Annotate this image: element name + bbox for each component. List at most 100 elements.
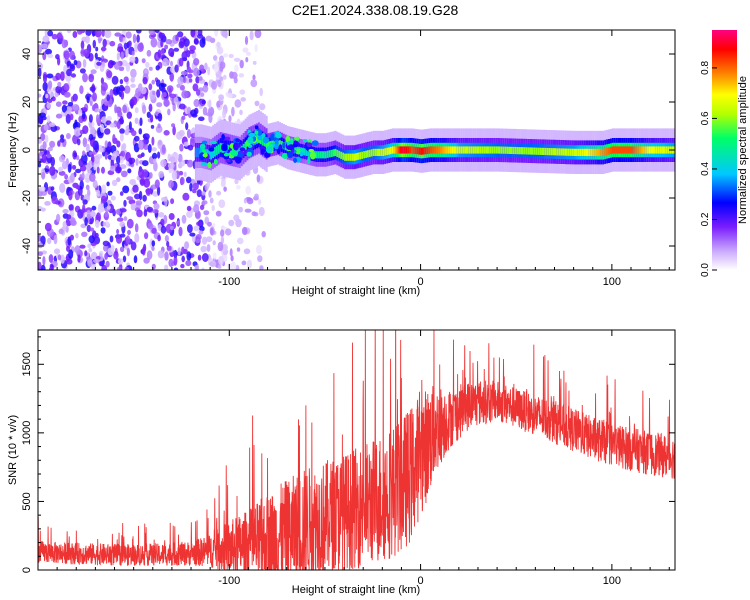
- spectrogram-noise-cell: [122, 185, 130, 194]
- snr-series-line: [38, 330, 675, 570]
- spectrogram-noise-cell: [107, 154, 113, 160]
- spectrogram-noise-cell: [113, 250, 119, 260]
- spectrogram-ridge-cell: [606, 147, 609, 155]
- spectrogram-noise-cell: [107, 141, 112, 151]
- spectrogram-blob: [287, 151, 294, 159]
- spectrogram-noise-cell: [177, 76, 185, 86]
- spectrogram-ridge-cell: [418, 147, 421, 155]
- spectrogram-noise-cell: [47, 53, 54, 59]
- spectrogram-noise-cell: [130, 241, 137, 251]
- spectrogram-noise-cell: [87, 169, 92, 174]
- spectrogram-noise-cell: [78, 108, 83, 117]
- spectrogram-ridge-cell: [533, 147, 536, 155]
- spectrogram-noise-cell: [193, 38, 199, 45]
- spectrogram-noise-cell: [190, 109, 197, 117]
- spectrogram-noise-cell: [185, 77, 191, 84]
- spectrogram-ridge-cell: [508, 146, 511, 154]
- spectrogram-noise-cell: [61, 104, 67, 113]
- spectrogram-noise-cell: [92, 180, 98, 189]
- spectrogram-ridge-cell: [625, 146, 628, 154]
- spectrogram-noise-cell: [240, 97, 246, 102]
- spectrogram-ridge-cell: [550, 148, 553, 156]
- spectrogram-noise-cell: [89, 211, 96, 218]
- spectrogram-noise-cell: [91, 205, 97, 211]
- spectrogram-ridge-cell: [355, 153, 358, 161]
- spectrogram-noise-cell: [196, 221, 203, 227]
- spectrogram-noise-cell: [48, 254, 54, 263]
- spectrogram-noise-cell: [111, 75, 119, 85]
- spectrogram-noise-cell: [188, 49, 195, 54]
- spectrogram-noise-cell: [79, 180, 84, 190]
- spectrogram-noise-cell: [100, 227, 106, 234]
- spectrogram-blob: [257, 129, 262, 136]
- spectrogram-noise-cell: [119, 246, 125, 253]
- spectrogram-noise-cell: [213, 55, 218, 61]
- spectrogram-noise-cell: [214, 30, 219, 37]
- spectrogram-noise-cell: [145, 61, 150, 68]
- spectrogram-noise-cell: [246, 259, 252, 269]
- spectrogram-noise-cell: [122, 104, 127, 114]
- spectrogram-blob: [281, 152, 289, 159]
- spectrogram-noise-cell: [178, 41, 185, 49]
- spectrogram-x-label: Height of straight line (km): [292, 285, 420, 297]
- spectrogram-noise-cell: [69, 113, 74, 121]
- spectrogram-ridge-cell: [657, 146, 660, 154]
- spectrogram-ridge-cell: [340, 151, 343, 159]
- spectrogram-noise-cell: [84, 217, 88, 226]
- spectrogram-ridge-cell: [590, 148, 593, 156]
- spectrogram-noise-cell: [87, 243, 92, 249]
- spectrogram-noise-cell: [65, 225, 69, 233]
- spectrogram-noise-cell: [245, 185, 251, 195]
- spectrogram-blob: [230, 150, 237, 156]
- spectrogram-noise-cell: [256, 174, 261, 183]
- spectrogram-noise-cell: [38, 44, 43, 54]
- spectrogram-ridge-cell: [439, 146, 442, 154]
- spectrogram-noise-cell: [230, 255, 234, 262]
- spectrogram-noise-cell: [234, 99, 242, 108]
- spectrogram-noise-cell: [126, 218, 134, 229]
- spectrogram-noise-cell: [93, 108, 101, 113]
- spectrogram-noise-cell: [239, 89, 246, 95]
- spectrogram-ridge-cell: [529, 147, 532, 155]
- spectrogram-noise-cell: [58, 166, 64, 172]
- spectrogram-ridge-cell: [499, 146, 502, 154]
- spectrogram-noise-cell: [181, 214, 187, 224]
- spectrogram-noise-cell: [61, 39, 67, 49]
- spectrogram-ridge-cell: [655, 146, 658, 154]
- spectrogram-ridge-cell: [644, 146, 647, 154]
- spectrogram-noise-cell: [190, 30, 196, 38]
- spectrogram-noise-cell: [95, 219, 100, 229]
- spectrogram-noise-cell: [120, 208, 127, 213]
- spectrogram-ridge-cell: [321, 151, 324, 159]
- spectrogram-ridge-cell: [399, 146, 402, 154]
- spectrogram-noise-cell: [158, 212, 165, 218]
- spectrogram-ridge-cell: [462, 146, 465, 154]
- spectrogram-noise-cell: [46, 102, 51, 109]
- spectrogram-noise-cell: [91, 30, 96, 37]
- spectrogram-blob: [202, 153, 208, 158]
- spectrogram-noise-cell: [60, 71, 65, 81]
- spectrogram-noise-cell: [145, 188, 151, 196]
- spectrogram-noise-cell: [122, 255, 127, 263]
- spectrogram-noise-cell: [104, 140, 109, 148]
- spectrogram-noise-cell: [259, 265, 264, 270]
- spectrogram-ridge-cell: [196, 147, 199, 158]
- spectrogram-noise-cell: [38, 61, 41, 66]
- spectrogram-ridge-cell: [194, 147, 197, 158]
- spectrogram-ridge-cell: [334, 148, 337, 156]
- spectrogram-noise-cell: [156, 102, 163, 108]
- snr-x-tick-label: 0: [418, 575, 424, 587]
- spectrogram-ridge-cell: [353, 153, 356, 161]
- spectrogram-noise-cell: [151, 246, 155, 252]
- spectrogram-noise-cell: [123, 76, 129, 83]
- spectrogram-noise-cell: [157, 49, 162, 59]
- spectrogram-blob: [276, 148, 281, 155]
- spectrogram-noise-cell: [80, 40, 85, 50]
- spectrogram-noise-cell: [165, 39, 173, 45]
- spectrogram-noise-cell: [199, 204, 205, 211]
- spectrogram-ridge-cell: [564, 148, 567, 156]
- spectrogram-noise-cell: [177, 153, 183, 163]
- spectrogram-ridge-cell: [611, 146, 614, 154]
- spectrogram-noise-cell: [89, 218, 93, 224]
- spectrogram-noise-cell: [119, 115, 124, 124]
